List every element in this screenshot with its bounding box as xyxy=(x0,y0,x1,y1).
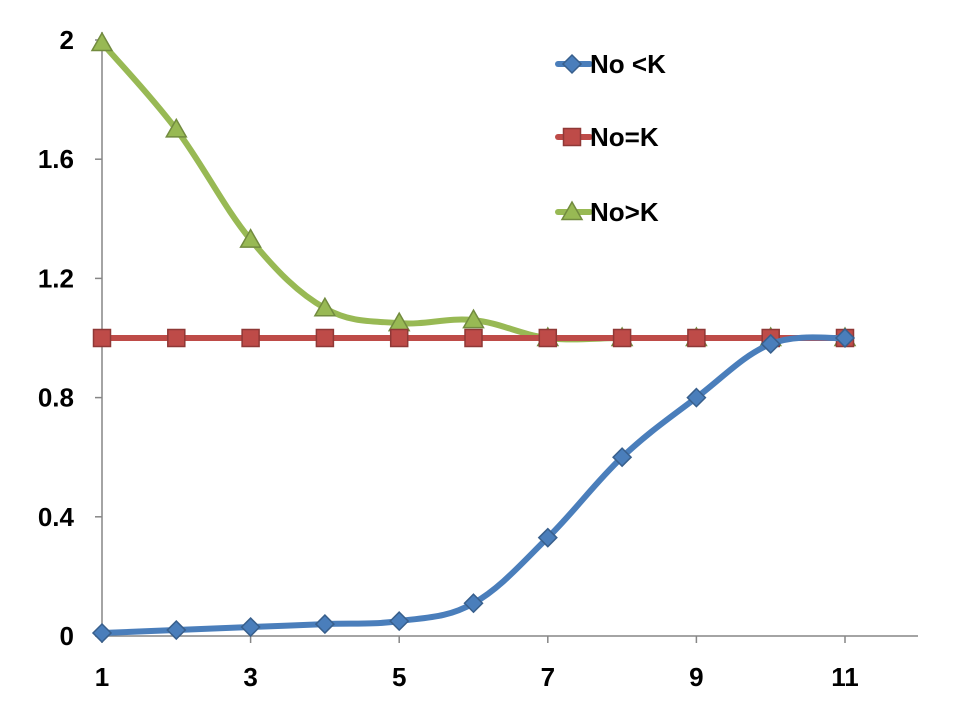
y-axis-ticks: 0 0.4 0.8 1.2 1.6 2 xyxy=(38,25,102,651)
data-point-square xyxy=(687,328,706,348)
series-line xyxy=(99,39,848,343)
legend-label: No>K xyxy=(590,197,659,227)
data-point-square xyxy=(538,328,558,348)
data-point-square xyxy=(612,328,632,348)
x-axis-ticks: 1 3 5 7 9 11 xyxy=(95,636,859,692)
data-point-diamond xyxy=(834,327,856,349)
y-tick-label: 0 xyxy=(60,621,74,651)
data-point-square xyxy=(92,328,112,348)
data-point-diamond xyxy=(686,387,707,408)
data-point-square xyxy=(167,328,186,348)
series-group xyxy=(90,31,857,644)
data-point-square xyxy=(464,328,483,348)
x-tick-label: 5 xyxy=(392,662,406,692)
legend: No <K No=K No>K xyxy=(555,49,666,227)
data-point-diamond xyxy=(612,447,633,468)
y-tick-label: 0.8 xyxy=(38,383,74,413)
legend-item: No=K xyxy=(555,122,659,152)
data-point-triangle xyxy=(239,228,262,248)
y-tick-label: 2 xyxy=(60,25,74,55)
data-point-diamond xyxy=(760,333,781,355)
data-point-square xyxy=(389,328,409,348)
series-diamond xyxy=(91,327,856,644)
data-point-triangle xyxy=(462,308,485,329)
legend-marker-square xyxy=(562,127,582,147)
axes xyxy=(101,32,918,637)
legend-item: No <K xyxy=(555,49,666,79)
series-line xyxy=(99,334,848,637)
legend-label: No=K xyxy=(590,122,659,152)
y-tick-label: 1.6 xyxy=(38,144,74,174)
data-point-diamond xyxy=(91,622,113,644)
y-tick-label: 0.4 xyxy=(38,502,75,532)
data-point-diamond xyxy=(389,611,410,632)
legend-item: No>K xyxy=(555,197,659,227)
data-point-diamond xyxy=(166,619,187,641)
series-square xyxy=(92,328,855,348)
data-point-diamond xyxy=(314,614,335,635)
data-point-triangle xyxy=(313,296,337,317)
series-triangle xyxy=(90,31,857,347)
data-point-square xyxy=(241,328,260,348)
x-tick-label: 7 xyxy=(541,662,555,692)
data-point-diamond xyxy=(240,616,261,638)
y-tick-label: 1.2 xyxy=(38,263,74,293)
data-point-diamond xyxy=(463,593,484,614)
x-tick-label: 1 xyxy=(95,662,109,692)
legend-marker-triangle xyxy=(560,200,584,221)
data-point-triangle xyxy=(165,117,188,138)
data-point-square xyxy=(315,328,335,348)
legend-marker-diamond xyxy=(561,53,583,75)
x-tick-label: 3 xyxy=(243,662,257,692)
data-point-triangle xyxy=(90,31,114,52)
x-tick-label: 11 xyxy=(831,662,859,692)
data-point-diamond xyxy=(537,527,558,548)
x-tick-label: 9 xyxy=(689,662,703,692)
legend-label: No <K xyxy=(590,49,666,79)
